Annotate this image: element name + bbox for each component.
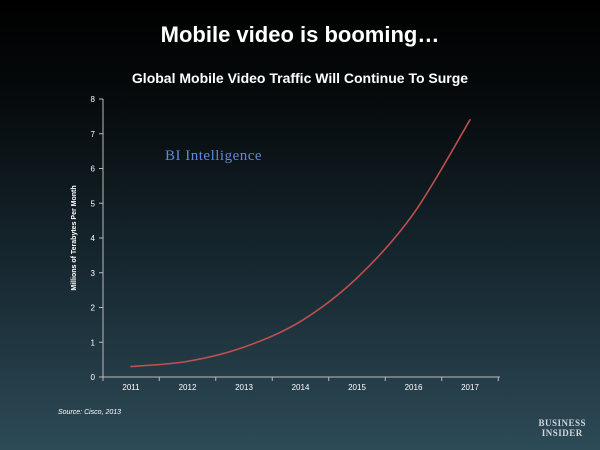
y-tick-label: 7 — [91, 130, 96, 139]
y-tick-label: 1 — [91, 338, 96, 347]
data-point — [412, 212, 415, 215]
y-tick-label: 6 — [91, 165, 96, 174]
data-point — [130, 365, 132, 368]
y-tick-label: 3 — [91, 269, 96, 278]
x-tick-label: 2011 — [122, 383, 140, 392]
y-tick-label: 8 — [91, 95, 96, 104]
x-tick-label: 2012 — [179, 383, 197, 392]
source-note: Source: Cisco, 2013 — [58, 409, 122, 416]
y-tick-label: 2 — [91, 304, 96, 313]
data-point — [469, 119, 471, 121]
series-points — [130, 119, 471, 368]
data-point — [186, 360, 189, 363]
chart-title: Global Mobile Video Traffic Will Continu… — [131, 70, 469, 86]
y-tick-label: 0 — [91, 373, 96, 382]
x-tick-label: 2016 — [405, 383, 423, 392]
x-axis-ticks: 2011 2012 2013 2014 2015 2016 2017 — [102, 377, 499, 392]
y-tick-label: 5 — [91, 199, 96, 208]
logo-line-2: INSIDER — [541, 428, 583, 438]
x-tick-label: 2017 — [461, 383, 479, 392]
y-axis-label: Millions of Terabytes Per Month — [71, 185, 78, 290]
x-tick-label: 2015 — [348, 383, 366, 392]
bi-intelligence-watermark: BI Intelligence — [165, 148, 263, 164]
data-point — [356, 277, 358, 279]
x-tick-label: 2014 — [292, 383, 310, 392]
slide-title: Mobile video is booming… — [160, 22, 440, 47]
data-point — [299, 320, 302, 323]
data-point — [243, 346, 245, 348]
business-insider-logo: BUSINESS INSIDER — [538, 418, 586, 438]
y-axis-ticks: 0 1 2 3 4 5 6 7 8 — [91, 95, 103, 382]
x-tick-label: 2013 — [235, 383, 253, 392]
y-tick-label: 4 — [91, 234, 96, 243]
logo-line-1: BUSINESS — [538, 418, 586, 428]
